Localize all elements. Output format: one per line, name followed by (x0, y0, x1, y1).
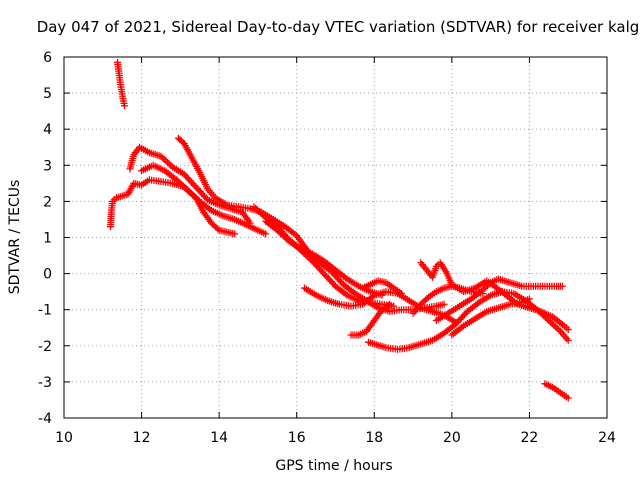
data-point (172, 176, 180, 184)
data-point (564, 326, 572, 334)
y-tick-label: 1 (43, 231, 52, 247)
y-tick-label: 2 (43, 194, 52, 210)
data-point (160, 155, 168, 163)
data-point (305, 254, 313, 262)
data-points (107, 58, 572, 402)
data-point (159, 154, 167, 162)
data-point (191, 193, 199, 201)
data-point (551, 323, 559, 331)
data-point (458, 323, 466, 331)
data-point (275, 228, 283, 236)
data-point (282, 234, 290, 242)
series-arc-3 (126, 143, 254, 227)
data-point (559, 321, 567, 329)
data-point (182, 185, 190, 193)
y-tick-label: 4 (43, 122, 52, 138)
y-tick-label: 0 (43, 267, 52, 283)
x-tick-label: 10 (55, 430, 73, 446)
data-point (546, 318, 554, 326)
data-point (231, 230, 239, 238)
data-point (250, 203, 258, 211)
x-tick-label: 12 (133, 430, 151, 446)
data-point (273, 226, 281, 234)
series-arc-4 (138, 161, 270, 238)
data-point (181, 183, 189, 191)
x-tick-label: 24 (598, 430, 616, 446)
data-point (341, 274, 349, 282)
data-point (189, 191, 197, 199)
data-point (187, 190, 195, 198)
x-tick-label: 18 (365, 430, 383, 446)
data-point (258, 211, 266, 219)
data-point (558, 282, 566, 290)
series-arc-15 (432, 275, 566, 325)
y-tick-label: -4 (38, 411, 52, 427)
data-point (192, 194, 200, 202)
series-arc-2 (107, 176, 239, 238)
data-point (550, 321, 558, 329)
data-point (369, 293, 377, 301)
data-point (162, 157, 170, 165)
data-point (255, 207, 263, 215)
y-tick-label: 3 (43, 158, 52, 174)
y-tick-label: -1 (38, 303, 52, 319)
chart-grid (64, 57, 607, 418)
x-tick-label: 20 (443, 430, 461, 446)
series-arc-16 (541, 380, 572, 402)
x-tick-label: 14 (210, 430, 228, 446)
data-point (206, 205, 214, 213)
chart-title: Day 047 of 2021, Sidereal Day-to-day VTE… (37, 18, 640, 36)
y-tick-label: -2 (38, 339, 52, 355)
data-point (564, 394, 572, 402)
series-arc-7 (262, 217, 386, 299)
data-point (473, 300, 481, 308)
data-point (303, 252, 311, 260)
data-point (278, 231, 286, 239)
data-point (525, 295, 533, 303)
y-tick-label: 6 (43, 50, 52, 66)
data-point (165, 160, 173, 168)
data-point (277, 229, 285, 237)
data-point (177, 180, 185, 188)
data-point (262, 230, 270, 238)
data-point (184, 187, 192, 195)
data-point (280, 232, 288, 240)
data-point (252, 204, 260, 212)
data-point (253, 206, 261, 214)
data-point (548, 320, 556, 328)
series-arc-8 (300, 284, 460, 326)
data-point (157, 152, 165, 160)
x-tick-label: 16 (288, 430, 306, 446)
series-arc-14 (448, 295, 533, 339)
x-axis-label: GPS time / hours (275, 458, 392, 474)
data-point (564, 336, 572, 344)
y-axis-label: SDTVAR / TECUs (7, 180, 23, 295)
series-arc-9 (347, 300, 394, 339)
axis-ticks (63, 56, 608, 419)
data-point (164, 158, 172, 166)
data-point (341, 290, 349, 298)
data-point (386, 300, 394, 308)
data-point (307, 255, 315, 263)
data-point (555, 326, 563, 334)
data-point (179, 182, 187, 190)
data-point (553, 324, 561, 332)
series-arc-10 (359, 277, 405, 297)
plot-frame (63, 56, 608, 419)
data-point (176, 179, 184, 187)
data-point (167, 162, 175, 170)
data-point (174, 177, 182, 185)
series-arc-1 (114, 58, 129, 110)
y-tick-label: 5 (43, 86, 52, 102)
data-point (257, 209, 265, 217)
x-tick-label: 22 (521, 430, 539, 446)
data-point (283, 236, 291, 244)
y-tick-label: -3 (38, 375, 52, 391)
data-point (186, 188, 194, 196)
data-point (121, 102, 129, 110)
data-point (440, 300, 448, 308)
data-point (397, 289, 405, 297)
